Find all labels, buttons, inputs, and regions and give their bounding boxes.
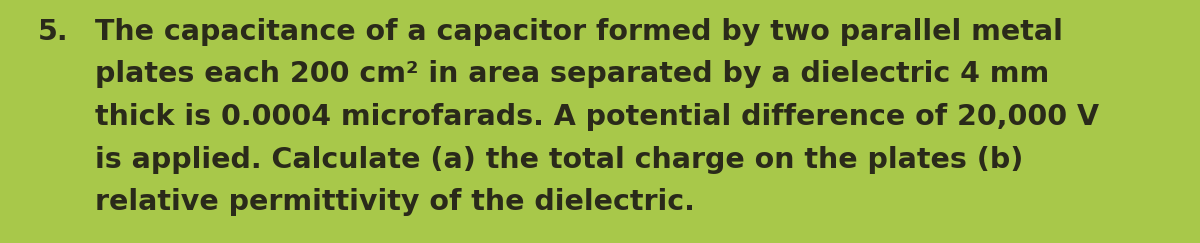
Text: 5.: 5. — [38, 18, 68, 46]
Text: relative permittivity of the dielectric.: relative permittivity of the dielectric. — [95, 188, 695, 216]
Text: plates each 200 cm² in area separated by a dielectric 4 mm: plates each 200 cm² in area separated by… — [95, 61, 1049, 88]
Text: The capacitance of a capacitor formed by two parallel metal: The capacitance of a capacitor formed by… — [95, 18, 1063, 46]
Text: thick is 0.0004 microfarads. A potential difference of 20,000 V: thick is 0.0004 microfarads. A potential… — [95, 103, 1099, 131]
Text: is applied. Calculate (a) the total charge on the plates (b): is applied. Calculate (a) the total char… — [95, 146, 1024, 174]
